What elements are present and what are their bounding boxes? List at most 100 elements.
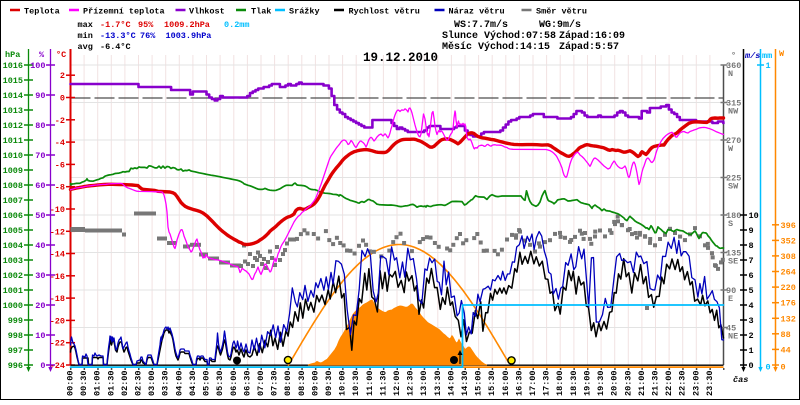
svg-text:30: 30 (35, 271, 45, 281)
svg-text:999: 999 (8, 316, 23, 326)
svg-text:Náraz větru: Náraz větru (449, 7, 505, 17)
svg-text:°C: °C (56, 50, 66, 60)
svg-text:1007: 1007 (3, 196, 23, 206)
svg-text:1008: 1008 (3, 181, 23, 191)
svg-text:44: 44 (781, 345, 791, 355)
svg-text:03:30: 03:30 (161, 370, 171, 396)
svg-text:1013: 1013 (3, 106, 23, 116)
svg-text:1002: 1002 (3, 271, 23, 281)
svg-text:4: 4 (749, 301, 754, 311)
svg-text:-24: -24 (50, 361, 65, 371)
svg-text:1003.9hPa: 1003.9hPa (166, 31, 212, 41)
svg-text:22:30: 22:30 (678, 370, 688, 396)
svg-text:01:00: 01:00 (93, 370, 103, 396)
svg-text:SE: SE (728, 257, 738, 267)
svg-text:N: N (728, 69, 733, 79)
svg-text:13:00: 13:00 (419, 370, 429, 396)
svg-text:3: 3 (749, 316, 754, 326)
svg-text:1004: 1004 (3, 241, 23, 251)
svg-text:1015: 1015 (3, 76, 23, 86)
svg-text:1: 1 (749, 346, 754, 356)
svg-text:90: 90 (726, 286, 736, 296)
svg-text:264: 264 (781, 268, 796, 278)
svg-text:14:00: 14:00 (446, 370, 456, 396)
svg-text:-6: -6 (55, 160, 65, 170)
svg-text:E: E (728, 294, 733, 304)
svg-text:352: 352 (781, 236, 796, 246)
svg-text:0: 0 (781, 363, 786, 373)
svg-text:2: 2 (749, 331, 754, 341)
svg-text:Teplota: Teplota (24, 7, 60, 17)
svg-text:WS:7.7m/s: WS:7.7m/s (454, 19, 508, 31)
svg-text:0: 0 (60, 94, 65, 104)
svg-text:45: 45 (726, 324, 736, 334)
svg-text:23:30: 23:30 (705, 370, 715, 396)
svg-text:95%: 95% (138, 20, 154, 30)
svg-text:50: 50 (35, 211, 45, 221)
svg-text:7: 7 (749, 256, 754, 266)
svg-text:1011: 1011 (3, 136, 23, 146)
svg-text:16:00: 16:00 (501, 370, 511, 396)
svg-text:NW: NW (728, 107, 739, 117)
svg-text:11:00: 11:00 (365, 370, 375, 396)
svg-text:17:00: 17:00 (528, 370, 538, 396)
svg-text:0: 0 (40, 361, 45, 371)
svg-text:180: 180 (726, 211, 741, 221)
svg-text:13:30: 13:30 (433, 370, 443, 396)
svg-text:04:30: 04:30 (188, 370, 198, 396)
svg-text:70: 70 (35, 151, 45, 161)
svg-text:20: 20 (35, 301, 45, 311)
svg-text:14:30: 14:30 (460, 370, 470, 396)
svg-text:04:00: 04:00 (174, 370, 184, 396)
svg-text:396: 396 (781, 221, 796, 231)
svg-text:1: 1 (766, 61, 771, 71)
svg-text:76%: 76% (140, 31, 156, 41)
svg-text:0.2mm: 0.2mm (224, 20, 250, 30)
svg-text:1009: 1009 (3, 166, 23, 176)
svg-text:19:00: 19:00 (583, 370, 593, 396)
svg-text:10:30: 10:30 (351, 370, 361, 396)
svg-text:60: 60 (35, 181, 45, 191)
svg-text:-13.3°C: -13.3°C (100, 31, 136, 41)
svg-text:°: ° (731, 51, 736, 61)
svg-text:m/s: m/s (744, 51, 760, 61)
svg-text:-4: -4 (55, 138, 65, 148)
svg-text:998: 998 (8, 331, 23, 341)
svg-text:01:30: 01:30 (106, 370, 116, 396)
svg-text:23:00: 23:00 (691, 370, 701, 396)
svg-text:10:00: 10:00 (338, 370, 348, 396)
svg-text:80: 80 (35, 121, 45, 131)
svg-text:1009.2hPa: 1009.2hPa (164, 20, 210, 30)
svg-text:SW: SW (728, 182, 739, 192)
svg-text:16:30: 16:30 (514, 370, 524, 396)
svg-text:-14: -14 (50, 250, 65, 260)
svg-text:-12: -12 (50, 227, 65, 237)
svg-text:W: W (779, 49, 785, 59)
svg-text:02:30: 02:30 (134, 370, 144, 396)
svg-text:čas: čas (733, 375, 748, 385)
svg-text:05:00: 05:00 (202, 370, 212, 396)
svg-text:07:30: 07:30 (270, 370, 280, 396)
svg-text:mm: mm (762, 51, 772, 61)
svg-text:308: 308 (781, 252, 796, 262)
svg-text:Slunce Východ:07:58: Slunce Východ:07:58 (442, 30, 556, 42)
svg-text:19:30: 19:30 (596, 370, 606, 396)
svg-text:1016: 1016 (3, 61, 23, 71)
svg-text:03:00: 03:00 (147, 370, 157, 396)
svg-text:-10: -10 (50, 205, 65, 215)
svg-text:15:00: 15:00 (474, 370, 484, 396)
svg-text:06:30: 06:30 (242, 370, 252, 396)
svg-text:6: 6 (749, 271, 754, 281)
svg-text:09:00: 09:00 (310, 370, 320, 396)
svg-text:Tlak: Tlak (251, 7, 271, 17)
svg-text:10: 10 (749, 211, 759, 221)
svg-text:176: 176 (781, 299, 796, 309)
svg-text:NE: NE (728, 332, 738, 342)
svg-text:0: 0 (766, 363, 771, 373)
svg-text:21:00: 21:00 (637, 370, 647, 396)
svg-text:135: 135 (726, 249, 741, 259)
svg-text:8: 8 (749, 241, 754, 251)
svg-text:-6.4°C: -6.4°C (100, 42, 131, 52)
svg-text:05:30: 05:30 (215, 370, 225, 396)
svg-text:Západ:16:09: Západ:16:09 (559, 30, 625, 42)
